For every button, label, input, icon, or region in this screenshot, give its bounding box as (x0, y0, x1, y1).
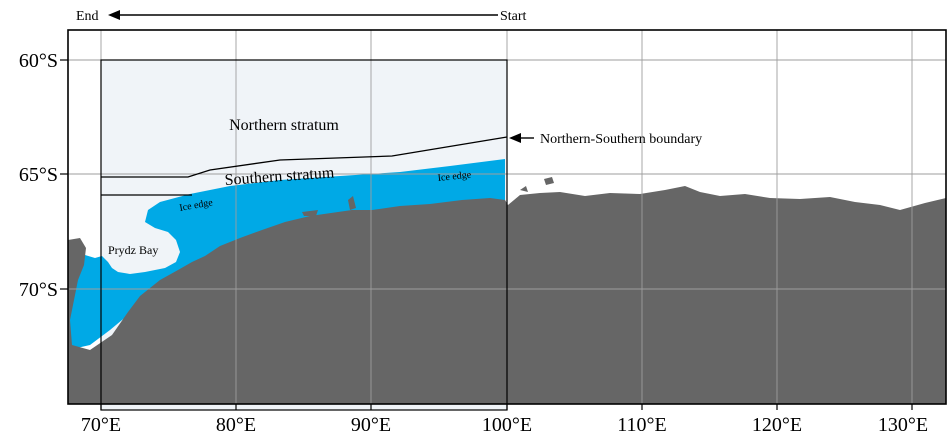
transect-end-label: End (76, 9, 99, 24)
boundary-label: Northern-Southern boundary (540, 132, 702, 147)
island (520, 186, 528, 192)
transect-arrow (108, 10, 498, 20)
lon-label-70e: 70°E (81, 414, 121, 436)
tick-marks (60, 59, 913, 410)
lat-label-70s: 70°S (19, 279, 58, 301)
ice-edge-label-east: Ice edge (437, 169, 472, 184)
northern-stratum-label: Northern stratum (229, 117, 339, 134)
island (302, 210, 318, 216)
lat-label-65s: 65°S (19, 164, 58, 186)
lon-label-100e: 100°E (482, 414, 532, 436)
transect-start-label: Start (500, 9, 527, 24)
boundary-pointer-arrow (509, 133, 534, 143)
lon-label-120e: 120°E (752, 414, 802, 436)
prydz-bay-label: Prydz Bay (108, 243, 158, 257)
study-area-outline (100, 59, 508, 411)
lat-label-60s: 60°S (19, 50, 58, 72)
northern-southern-boundary-line (101, 136, 508, 178)
lon-label-80e: 80°E (216, 414, 256, 436)
lon-label-130e: 130°E (878, 414, 928, 436)
lon-label-90e: 90°E (351, 414, 391, 436)
lon-label-110e: 110°E (617, 414, 666, 436)
island (348, 196, 356, 210)
island (544, 177, 554, 185)
